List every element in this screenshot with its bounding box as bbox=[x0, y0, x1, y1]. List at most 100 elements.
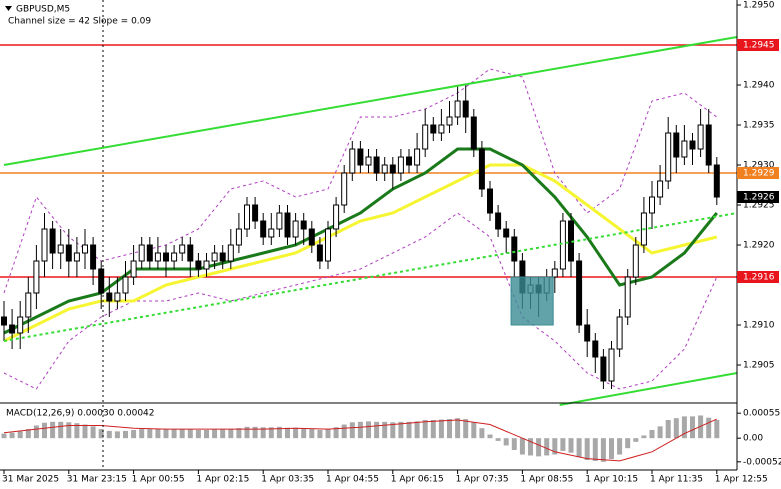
y-tick-label: 1.2910 bbox=[743, 321, 775, 331]
candle-body bbox=[357, 148, 364, 166]
macd-bar bbox=[42, 422, 47, 439]
macd-bar bbox=[576, 438, 582, 458]
candle-body bbox=[608, 348, 615, 382]
macd-bar bbox=[236, 428, 242, 439]
macd-bar bbox=[625, 438, 631, 449]
macd-bar bbox=[333, 427, 339, 439]
candle-body bbox=[9, 324, 16, 334]
macd-bar bbox=[366, 421, 371, 439]
trendline bbox=[3, 36, 738, 166]
macd-bar bbox=[511, 438, 517, 450]
macd-bar bbox=[357, 421, 363, 439]
macd-bar bbox=[714, 420, 720, 439]
candle-body bbox=[33, 260, 40, 294]
zone bbox=[510, 276, 554, 326]
macd-bar bbox=[74, 423, 80, 439]
candle-body bbox=[203, 260, 210, 270]
candle-body bbox=[276, 212, 283, 230]
macd-bar bbox=[123, 430, 128, 439]
macd-bar bbox=[187, 429, 193, 439]
candle-body bbox=[454, 100, 461, 118]
candle-body bbox=[705, 124, 712, 166]
macd-bar bbox=[430, 420, 436, 439]
macd-title: MACD(12,26,9) 0.00030 0.00042 bbox=[6, 409, 155, 419]
candle-body bbox=[65, 244, 72, 262]
macd-bar bbox=[528, 438, 533, 456]
level-label-box bbox=[737, 167, 779, 179]
candle-body bbox=[106, 292, 113, 302]
x-tick-label: 1 Apr 11:35 bbox=[650, 475, 703, 485]
level-label: 1.2916 bbox=[743, 273, 775, 283]
x-tick-label: 31 Mar 2025 bbox=[2, 475, 59, 485]
menu-icon[interactable] bbox=[5, 6, 12, 11]
candle-body bbox=[373, 156, 380, 174]
macd-bar bbox=[544, 438, 550, 456]
candle-body bbox=[98, 268, 105, 294]
macd-bar bbox=[633, 438, 639, 442]
y-tick-label: 1.2940 bbox=[743, 81, 775, 91]
trendline bbox=[3, 212, 738, 342]
macd-bar bbox=[592, 438, 598, 461]
macd-bar bbox=[82, 424, 88, 439]
candle-body bbox=[381, 164, 388, 174]
level-label-box bbox=[737, 271, 779, 283]
macd-bar bbox=[131, 430, 137, 439]
candle-body bbox=[146, 244, 153, 262]
macd-bar bbox=[536, 438, 542, 457]
macd-bar bbox=[617, 438, 623, 455]
macd-bar bbox=[341, 424, 347, 439]
macd-bar bbox=[212, 429, 218, 439]
macd-bar bbox=[414, 421, 420, 439]
macd-bar bbox=[681, 416, 687, 439]
x-tick-label: 1 Apr 02:15 bbox=[196, 475, 249, 485]
macd-bar bbox=[58, 421, 64, 439]
plot-layer bbox=[0, 36, 738, 462]
macd-bar bbox=[50, 421, 56, 439]
x-tick-label: 1 Apr 03:35 bbox=[261, 475, 314, 485]
candle-body bbox=[503, 228, 510, 238]
y-tick-label: 1.2935 bbox=[743, 121, 775, 131]
band-line bbox=[3, 68, 718, 294]
x-tick-label: 1 Apr 06:15 bbox=[391, 475, 444, 485]
y-tick-label: 1.2905 bbox=[743, 361, 775, 371]
candle-body bbox=[227, 244, 234, 262]
macd-bar bbox=[179, 429, 185, 439]
candle-body bbox=[438, 124, 445, 134]
level-label: 1.2929 bbox=[743, 169, 775, 179]
macd-bar bbox=[649, 430, 655, 439]
macd-bar bbox=[706, 417, 712, 439]
x-tick-label: 1 Apr 10:15 bbox=[585, 475, 638, 485]
candle-body bbox=[349, 148, 356, 174]
macd-signal bbox=[3, 418, 718, 462]
macd-bar bbox=[584, 438, 590, 460]
macd-bar bbox=[252, 426, 258, 439]
candle-body bbox=[122, 276, 129, 294]
macd-bar bbox=[552, 438, 558, 455]
candle-body bbox=[316, 244, 323, 262]
candle-body bbox=[430, 124, 437, 134]
macd-bar bbox=[285, 427, 290, 439]
macd-bar bbox=[479, 428, 485, 439]
macd-bar bbox=[519, 438, 525, 455]
macd-bar bbox=[463, 419, 469, 439]
x-tick-label: 1 Apr 04:55 bbox=[326, 475, 379, 485]
macd-bar bbox=[657, 426, 663, 439]
macd-bar bbox=[106, 430, 112, 439]
macd-tick-label: 0.00 bbox=[743, 434, 763, 444]
macd-bar bbox=[309, 429, 315, 439]
candle-body bbox=[25, 292, 32, 318]
x-tick-label: 1 Apr 12:55 bbox=[715, 475, 768, 485]
candle-body bbox=[414, 148, 421, 166]
candle-body bbox=[649, 196, 655, 214]
macd-bar bbox=[98, 429, 104, 439]
macd-bar bbox=[220, 429, 226, 439]
candle-body bbox=[478, 148, 485, 190]
candle-body bbox=[592, 340, 599, 358]
candle-body bbox=[624, 276, 631, 318]
candle-body bbox=[333, 204, 340, 230]
candle-body bbox=[422, 124, 429, 150]
macd-bar bbox=[568, 438, 574, 453]
chart-title: GBPUSD,M5 bbox=[16, 5, 70, 15]
macd-bar bbox=[9, 432, 15, 439]
